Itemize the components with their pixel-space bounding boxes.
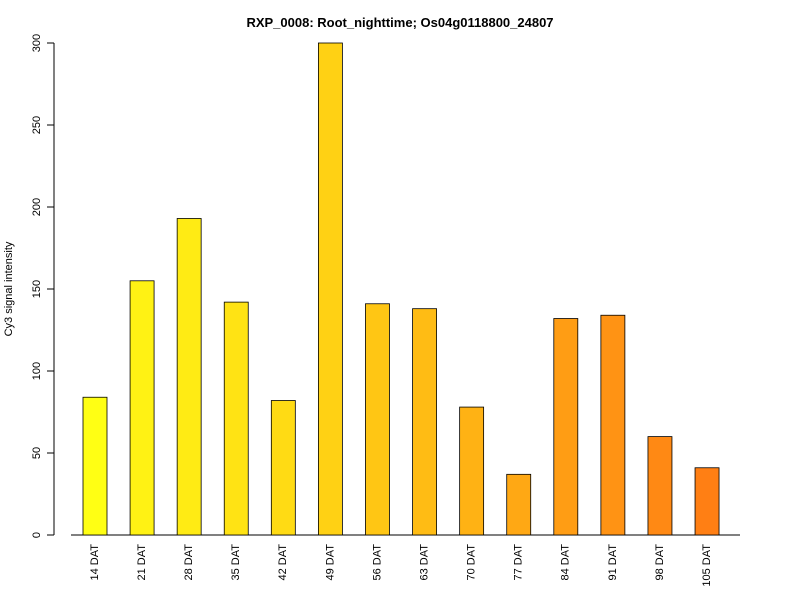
bar-91-dat: [600, 314, 626, 536]
bar-63-dat: [412, 308, 437, 536]
x-tick-label: 70 DAT: [466, 544, 478, 581]
y-tick-label: 0: [31, 532, 43, 538]
y-tick-label: 200: [31, 198, 43, 216]
x-tick-label: 28 DAT: [183, 544, 195, 581]
x-tick-label: 77 DAT: [513, 544, 525, 581]
bar-56-dat: [365, 303, 390, 536]
x-tick-label: 91 DAT: [607, 544, 619, 581]
y-axis: 0 50 100 150 200 250 300: [31, 34, 55, 538]
chart-title: RXP_0008: Root_nighttime; Os04g0118800_2…: [246, 15, 553, 30]
y-tick-label: 50: [31, 447, 43, 459]
x-tick-label: 98 DAT: [654, 544, 666, 581]
x-tick-label: 14 DAT: [89, 544, 101, 581]
bar-84-dat: [553, 318, 579, 536]
bar-35-dat: [223, 301, 249, 536]
x-tick-label: 21 DAT: [136, 544, 148, 581]
y-axis-label: Cy3 signal intensity: [3, 241, 15, 336]
x-tick-label: 63 DAT: [418, 544, 430, 581]
bar-98-dat: [647, 436, 673, 536]
bar-49-dat: [317, 42, 343, 536]
bar-70-dat: [459, 406, 485, 536]
x-tick-label: 105 DAT: [701, 544, 713, 587]
x-tick-labels: 14 DAT 21 DAT 28 DAT 35 DAT 42 DAT 49 DAT 56 D…: [89, 544, 713, 587]
bar-21-dat: [129, 280, 155, 536]
x-tick-label: 84 DAT: [560, 544, 572, 581]
y-tick-label: 150: [31, 280, 43, 298]
x-tick-label: 56 DAT: [371, 544, 383, 581]
y-tick-label: 250: [31, 116, 43, 134]
bar-42-dat: [270, 400, 296, 536]
y-tick-label: 100: [31, 362, 43, 380]
x-tick-label: 35 DAT: [230, 544, 242, 581]
x-tick-label: 42 DAT: [277, 544, 289, 581]
x-tick-label: 49 DAT: [324, 544, 336, 581]
y-tick-label: 300: [31, 34, 43, 52]
bar-77-dat: [506, 473, 532, 536]
bars-group: [82, 42, 720, 536]
bar-14-dat: [82, 396, 108, 536]
bar-105-dat: [694, 467, 720, 536]
bar-28-dat: [176, 218, 202, 536]
